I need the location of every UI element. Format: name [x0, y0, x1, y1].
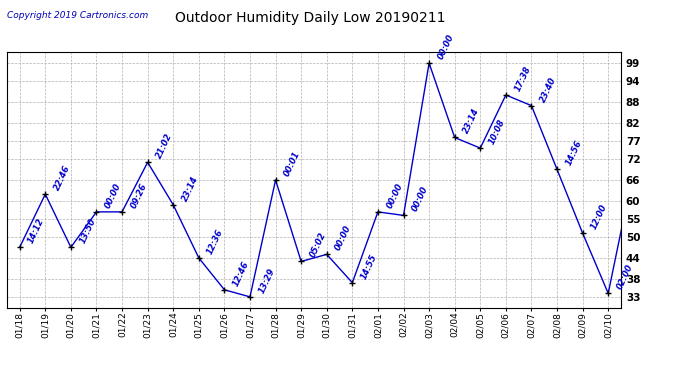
Text: 12:36: 12:36: [206, 228, 225, 256]
Text: 00:00: 00:00: [334, 224, 353, 252]
Text: Copyright 2019 Cartronics.com: Copyright 2019 Cartronics.com: [7, 11, 148, 20]
Text: 12:00: 12:00: [589, 203, 609, 231]
Text: 00:01: 00:01: [282, 150, 302, 178]
Text: 00:00: 00:00: [385, 182, 404, 210]
Text: 21:02: 21:02: [155, 132, 174, 160]
Text: 12:46: 12:46: [231, 260, 251, 288]
Text: Humidity  (%): Humidity (%): [570, 33, 651, 42]
Text: 00:00: 00:00: [436, 33, 455, 61]
Text: 14:12: 14:12: [27, 217, 46, 245]
Text: 14:56: 14:56: [564, 139, 584, 167]
Text: 23:14: 23:14: [462, 107, 481, 135]
Text: 00:00: 00:00: [411, 185, 430, 213]
Text: 02:00: 02:00: [615, 263, 635, 291]
Text: 23:14: 23:14: [180, 174, 199, 202]
Text: 22:46: 22:46: [52, 164, 72, 192]
Text: 10:08: 10:08: [487, 118, 506, 146]
Text: 09:26: 09:26: [129, 182, 148, 210]
Text: Outdoor Humidity Daily Low 20190211: Outdoor Humidity Daily Low 20190211: [175, 11, 446, 25]
Text: 13:29: 13:29: [257, 267, 277, 295]
Text: 13:50: 13:50: [78, 217, 97, 245]
Text: 14:55: 14:55: [359, 252, 379, 280]
Text: 23:40: 23:40: [538, 75, 558, 104]
Text: 05:02: 05:02: [308, 231, 328, 259]
Text: 00:00: 00:00: [104, 182, 123, 210]
Text: 11:51: 11:51: [0, 374, 1, 375]
Text: 17:38: 17:38: [513, 64, 532, 93]
